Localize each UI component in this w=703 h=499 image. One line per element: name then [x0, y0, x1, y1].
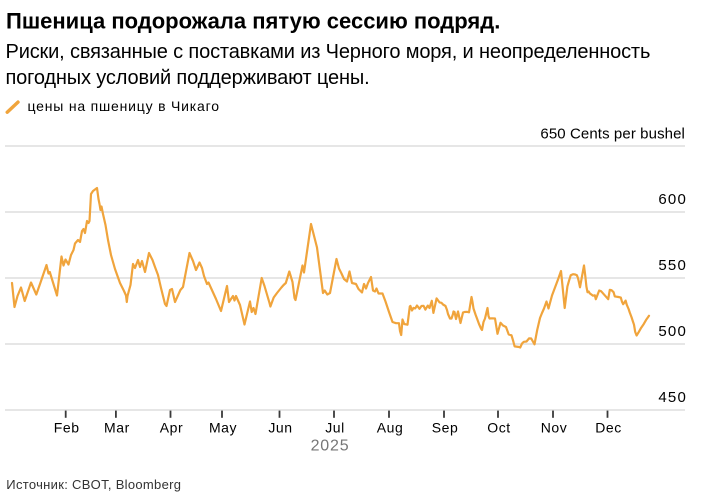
- svg-text:600: 600: [658, 191, 687, 208]
- svg-text:Dec: Dec: [595, 419, 622, 435]
- svg-text:Источник: CBOT, Bloomberg: Источник: CBOT, Bloomberg: [6, 477, 181, 492]
- svg-text:2025: 2025: [311, 438, 350, 455]
- svg-text:Mar: Mar: [104, 419, 130, 435]
- svg-text:Риски, связанные с поставками: Риски, связанные с поставками из Черного…: [6, 41, 651, 63]
- svg-text:550: 550: [658, 257, 687, 274]
- svg-text:Oct: Oct: [487, 419, 510, 435]
- svg-text:Пшеница подорожала пятую сесси: Пшеница подорожала пятую сессию подряд.: [6, 8, 500, 33]
- svg-text:Jun: Jun: [268, 419, 292, 435]
- svg-text:500: 500: [658, 323, 687, 340]
- svg-text:Nov: Nov: [541, 419, 568, 435]
- svg-text:Feb: Feb: [54, 419, 80, 435]
- svg-text:Sep: Sep: [432, 419, 459, 435]
- svg-text:650 Cents per bushel: 650 Cents per bushel: [540, 126, 685, 143]
- svg-text:Aug: Aug: [377, 419, 404, 435]
- svg-text:450: 450: [658, 389, 687, 406]
- svg-text:May: May: [209, 419, 237, 435]
- svg-text:Jul: Jul: [325, 419, 345, 435]
- svg-text:Apr: Apr: [160, 419, 183, 435]
- svg-text:погодных условий поддерживают: погодных условий поддерживают цены.: [6, 67, 370, 89]
- svg-text:цены на пшеницу в Чикаго: цены на пшеницу в Чикаго: [28, 98, 220, 114]
